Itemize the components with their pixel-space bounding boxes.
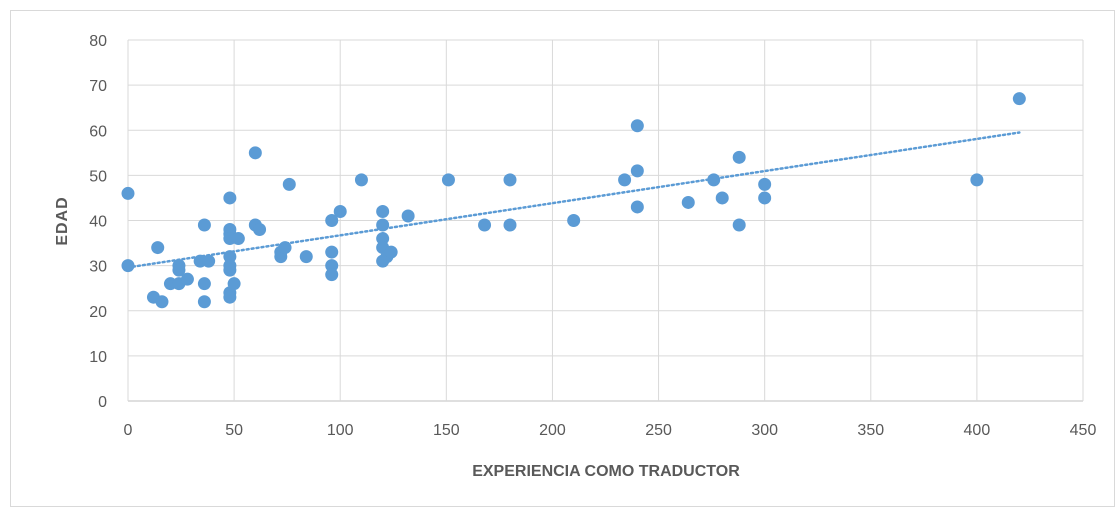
- y-tick-label: 70: [89, 78, 107, 95]
- x-tick-label: 150: [433, 422, 460, 439]
- data-point: [567, 214, 581, 227]
- y-axis-ticks: 0 10 20 30 40 50 60 70 80: [89, 33, 107, 411]
- y-tick-label: 50: [89, 168, 107, 185]
- data-point: [376, 232, 390, 246]
- data-point: [121, 186, 135, 200]
- data-point: [278, 241, 292, 255]
- data-point: [325, 245, 339, 259]
- data-point: [376, 204, 390, 218]
- data-point: [333, 204, 347, 218]
- y-tick-label: 0: [98, 394, 107, 411]
- data-point: [248, 146, 262, 160]
- data-point: [172, 263, 186, 277]
- data-point: [223, 250, 237, 264]
- y-tick-label: 80: [89, 33, 107, 50]
- data-point: [223, 191, 237, 205]
- data-point: [299, 250, 313, 264]
- x-tick-label: 50: [225, 422, 243, 439]
- x-axis-title: EXPERIENCIA COMO TRADUCTOR: [472, 463, 740, 480]
- data-point: [325, 268, 339, 282]
- data-point: [441, 173, 455, 187]
- data-point: [180, 272, 194, 286]
- x-tick-label: 0: [124, 422, 133, 439]
- data-point: [223, 263, 237, 277]
- y-axis-title: EDAD: [54, 196, 71, 245]
- data-point: [630, 200, 644, 214]
- x-tick-label: 450: [1070, 422, 1097, 439]
- data-point: [282, 177, 296, 191]
- data-point: [758, 191, 772, 205]
- data-point: [197, 277, 211, 291]
- grid-lines: [127, 39, 1084, 402]
- data-point: [503, 173, 517, 187]
- data-point: [630, 164, 644, 178]
- data-point: [478, 218, 492, 232]
- data-point: [227, 277, 241, 291]
- data-point: [630, 119, 644, 133]
- data-point: [681, 195, 695, 209]
- y-tick-label: 60: [89, 123, 107, 140]
- data-points: [121, 92, 1026, 309]
- data-point: [325, 214, 339, 227]
- y-tick-label: 40: [89, 214, 107, 231]
- y-tick-label: 30: [89, 259, 107, 276]
- data-point: [970, 173, 984, 187]
- trendline: [126, 131, 1021, 269]
- x-tick-label: 350: [857, 422, 884, 439]
- trendline-group: [126, 131, 1021, 269]
- x-tick-label: 250: [645, 422, 672, 439]
- data-point: [707, 173, 721, 187]
- data-point: [732, 150, 746, 164]
- data-point: [325, 259, 339, 273]
- data-point: [376, 218, 390, 232]
- data-point: [1012, 92, 1026, 106]
- data-point: [202, 254, 216, 268]
- data-point: [151, 241, 165, 255]
- data-point: [231, 232, 245, 246]
- x-tick-label: 400: [964, 422, 991, 439]
- x-tick-label: 300: [751, 422, 778, 439]
- data-point: [121, 259, 135, 273]
- data-point: [758, 177, 772, 191]
- data-point: [503, 218, 517, 232]
- y-tick-label: 20: [89, 304, 107, 321]
- data-point: [223, 290, 237, 304]
- data-point: [253, 223, 267, 237]
- data-point: [197, 218, 211, 232]
- data-point: [618, 173, 632, 187]
- data-point: [401, 209, 415, 223]
- x-tick-label: 200: [539, 422, 566, 439]
- x-tick-label: 100: [327, 422, 354, 439]
- x-axis-ticks: 0 50 100 150 200 250 300 350 400 450: [124, 422, 1097, 439]
- data-point: [715, 191, 729, 205]
- data-point: [732, 218, 746, 232]
- data-point: [197, 295, 211, 309]
- data-point: [384, 245, 398, 259]
- data-point: [155, 295, 169, 309]
- y-tick-label: 10: [89, 349, 107, 366]
- data-point: [354, 173, 368, 187]
